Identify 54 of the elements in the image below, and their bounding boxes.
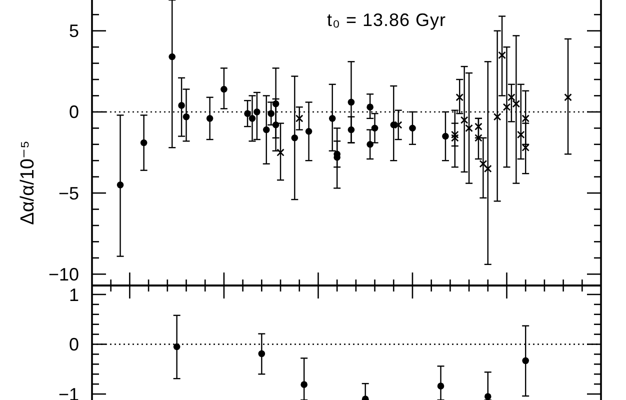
point (116, 182, 124, 188)
y-tick-label: 1 (68, 284, 79, 305)
point (262, 126, 270, 134)
point (366, 140, 374, 148)
point (173, 343, 180, 350)
y-tick-label: 0 (68, 102, 79, 122)
y-tick-label: −1 (58, 384, 79, 400)
point (493, 112, 502, 121)
point (502, 103, 511, 111)
y-tick-label: 0 (68, 334, 79, 355)
point (460, 116, 468, 124)
point (394, 121, 402, 129)
point (512, 100, 520, 108)
point (437, 382, 444, 390)
point (182, 113, 190, 120)
point (522, 114, 530, 122)
y-axis-title: Δα/α/10⁻⁵ (18, 140, 39, 225)
y-tick-label: 5 (68, 21, 79, 42)
point (498, 51, 506, 60)
point (409, 124, 416, 132)
point (206, 115, 214, 122)
point (484, 393, 492, 400)
point (305, 128, 312, 135)
point (140, 139, 148, 146)
annotation: t₀ = 13.86 Gyr (326, 10, 446, 30)
point (258, 350, 266, 358)
point (244, 110, 251, 117)
point (254, 108, 260, 116)
point (451, 130, 459, 139)
y-tick-label: −5 (58, 183, 79, 204)
point (371, 124, 378, 132)
point (348, 98, 355, 106)
point (366, 104, 374, 110)
point (220, 86, 228, 93)
point (522, 357, 529, 364)
point (484, 164, 492, 173)
point (456, 93, 464, 102)
point (451, 134, 459, 142)
point (564, 93, 572, 102)
point (328, 115, 336, 122)
point (465, 124, 473, 132)
point (272, 100, 280, 108)
y-tick-label: −10 (48, 264, 79, 284)
point (516, 130, 525, 139)
point (295, 114, 304, 122)
point (348, 126, 355, 134)
point (268, 110, 274, 117)
point (178, 102, 185, 109)
point (248, 115, 256, 122)
point (474, 122, 482, 130)
point (300, 381, 308, 388)
point (168, 53, 176, 60)
point (442, 132, 449, 140)
point (291, 134, 298, 142)
